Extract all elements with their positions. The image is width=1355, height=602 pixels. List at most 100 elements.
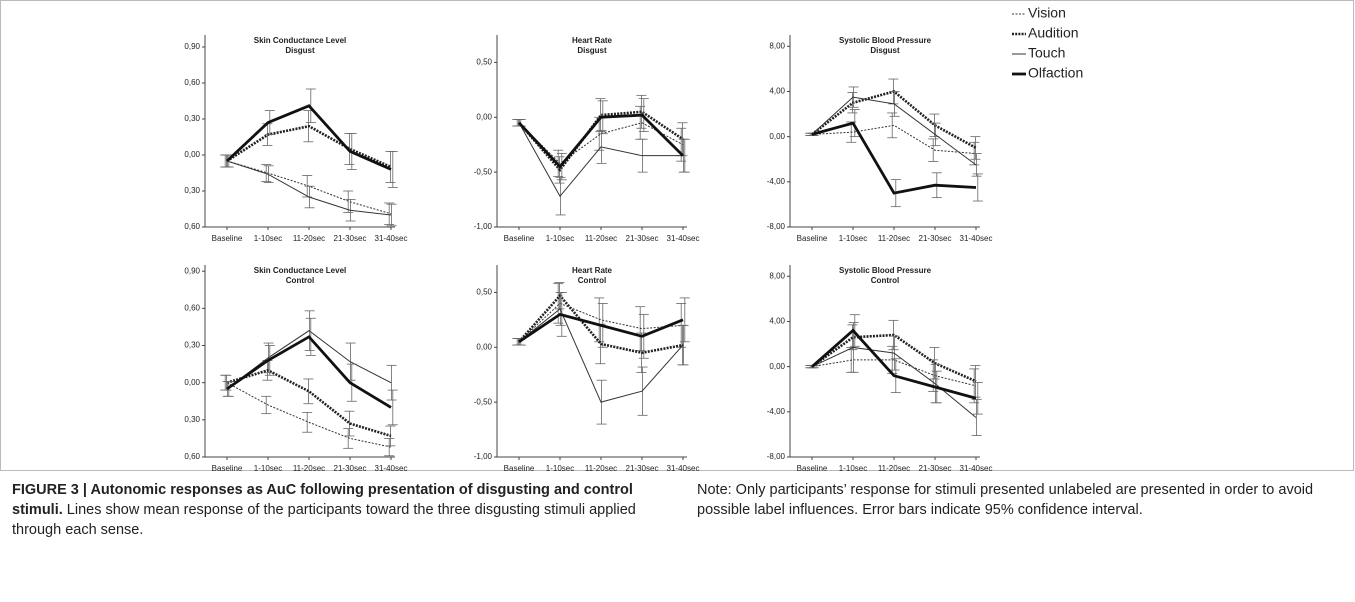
x-tick-label: 21-30sec <box>334 464 367 472</box>
x-tick-label: 21-30sec <box>334 234 367 243</box>
x-tick-label: 1-10sec <box>839 234 867 243</box>
y-tick-label: 0,30 <box>184 114 200 123</box>
x-tick-label: 21-30sec <box>919 464 952 472</box>
y-tick-label: 0,90 <box>184 266 200 275</box>
chart-title: Heart Rate <box>572 266 613 275</box>
series-line <box>226 160 392 216</box>
x-tick-label: 1-10sec <box>839 464 867 472</box>
caption-note: Note: Only participants’ response for st… <box>697 482 1314 518</box>
x-tick-label: 11-20sec <box>293 464 325 472</box>
y-tick-label: 0,00 <box>769 362 785 371</box>
caption-bold: FIGURE 3 | Autonomic responses as AuC fo… <box>12 482 633 518</box>
x-tick-label: 11-20sec <box>293 234 325 243</box>
x-tick-label: 31-40sec <box>960 464 993 472</box>
series-line <box>811 333 977 383</box>
x-tick-label: Baseline <box>797 464 828 472</box>
series-line <box>811 90 977 150</box>
x-tick-label: 21-30sec <box>626 234 659 243</box>
chart-subtitle: Disgust <box>577 46 607 55</box>
y-tick-label: -8,00 <box>767 452 786 461</box>
series-line <box>518 293 684 355</box>
series-line <box>518 308 684 403</box>
chart-title: Skin Conductance Level <box>254 36 346 45</box>
x-tick-label: 11-20sec <box>585 234 617 243</box>
caption-left: FIGURE 3 | Autonomic responses as AuC fo… <box>12 480 672 540</box>
x-tick-label: 31-40sec <box>960 234 993 243</box>
figure: Vision Audition Touch Olfaction Skin Conduct… <box>0 0 1354 472</box>
x-tick-label: 1-10sec <box>546 464 574 472</box>
series-line <box>226 382 392 448</box>
series-line <box>518 122 684 165</box>
y-tick-label: 8,00 <box>769 41 785 50</box>
y-tick-label: 0,00 <box>184 378 200 387</box>
y-tick-label: 0,00 <box>476 342 492 351</box>
legend-label: Audition <box>1028 25 1079 41</box>
x-tick-label: 1-10sec <box>546 234 574 243</box>
y-tick-label: -4,00 <box>767 407 786 416</box>
figure-frame <box>0 0 1354 471</box>
y-tick-label: 0,30 <box>184 186 200 195</box>
series-line <box>226 335 392 409</box>
y-tick-label: 0,00 <box>476 112 492 121</box>
y-tick-label: -0,50 <box>474 167 493 176</box>
x-tick-label: 31-40sec <box>667 464 700 472</box>
y-tick-label: -4,00 <box>767 177 786 186</box>
y-tick-label: 0,00 <box>184 150 200 159</box>
x-tick-label: 21-30sec <box>626 464 659 472</box>
x-tick-label: Baseline <box>504 464 535 472</box>
series-line <box>226 104 392 171</box>
y-tick-label: -0,50 <box>474 397 493 406</box>
y-tick-label: 0,50 <box>476 58 492 67</box>
chart-subtitle: Control <box>871 276 899 285</box>
chart-subtitle: Control <box>578 276 606 285</box>
x-tick-label: 11-20sec <box>878 234 910 243</box>
series-line <box>811 328 977 400</box>
caption-text: Lines show mean response of the particip… <box>12 502 636 538</box>
series-line <box>226 330 392 390</box>
x-tick-label: Baseline <box>797 234 828 243</box>
legend-label: Touch <box>1028 45 1065 61</box>
series-line <box>518 122 683 198</box>
series-line <box>811 124 977 155</box>
chart-subtitle: Disgust <box>285 46 315 55</box>
series-line <box>811 121 977 195</box>
series-line <box>811 96 977 166</box>
x-tick-label: 31-40sec <box>667 234 700 243</box>
y-tick-label: 0,60 <box>184 303 200 312</box>
x-tick-label: Baseline <box>212 464 243 472</box>
y-tick-label: -1,00 <box>474 452 493 461</box>
series-line <box>517 113 684 169</box>
x-tick-label: 11-20sec <box>878 464 910 472</box>
chart-subtitle: Control <box>286 276 314 285</box>
y-tick-label: 4,00 <box>769 317 785 326</box>
y-tick-label: 0,90 <box>184 42 200 51</box>
y-tick-label: 0,60 <box>184 452 200 461</box>
chart-title: Heart Rate <box>572 36 613 45</box>
x-tick-label: Baseline <box>504 234 535 243</box>
x-tick-label: Baseline <box>212 234 243 243</box>
x-tick-label: 1-10sec <box>254 234 282 243</box>
y-tick-label: 0,30 <box>184 341 200 350</box>
y-tick-label: 0,60 <box>184 222 200 231</box>
legend-label: Vision <box>1028 5 1066 21</box>
y-tick-label: 0,50 <box>476 288 492 297</box>
x-tick-label: 21-30sec <box>919 234 952 243</box>
x-tick-label: 31-40sec <box>375 234 408 243</box>
x-tick-label: 1-10sec <box>254 464 282 472</box>
series-line <box>518 302 684 343</box>
chart-subtitle: Disgust <box>870 46 900 55</box>
x-tick-label: 11-20sec <box>585 464 617 472</box>
y-tick-label: -1,00 <box>474 222 493 231</box>
y-tick-label: 0,30 <box>184 415 200 424</box>
y-tick-label: 8,00 <box>769 271 785 280</box>
y-tick-label: 0,00 <box>769 132 785 141</box>
series-line <box>811 359 977 387</box>
legend-label: Olfaction <box>1028 65 1083 81</box>
y-tick-label: -8,00 <box>767 222 786 231</box>
chart-title: Skin Conductance Level <box>254 266 346 275</box>
y-tick-label: 0,60 <box>184 78 200 87</box>
series-line <box>811 346 977 418</box>
series-line <box>518 110 684 173</box>
chart-title: Systolic Blood Pressure <box>839 36 932 45</box>
